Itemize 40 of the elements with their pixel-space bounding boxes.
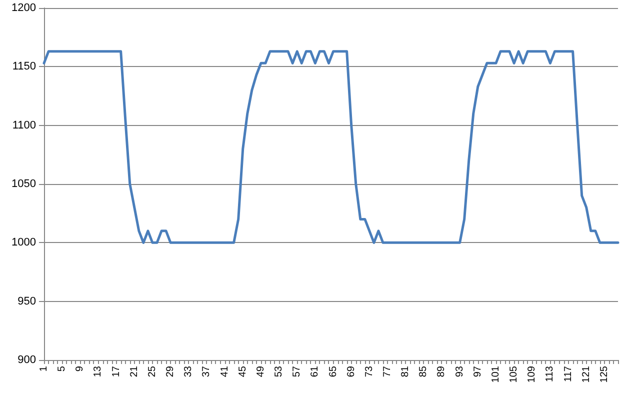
x-tick-label: 9 [74, 366, 86, 372]
y-tick-label: 950 [18, 295, 36, 308]
x-tick-label: 109 [526, 366, 538, 383]
line-series [42, 50, 620, 244]
y-tick-label: 1200 [12, 2, 36, 14]
x-tick-label: 97 [472, 366, 484, 378]
x-tick-label: 53 [274, 366, 285, 378]
x-tick-label: 61 [310, 366, 321, 378]
x-tick-label: 41 [219, 366, 230, 378]
x-tick-label: 121 [580, 366, 592, 383]
x-tick-label: 17 [110, 366, 122, 378]
x-tick-label: 33 [183, 366, 194, 378]
x-tick-label: 65 [328, 366, 339, 378]
x-tick-label: 37 [201, 366, 212, 378]
x-tick-label: 93 [454, 366, 466, 378]
x-tick-label: 29 [165, 366, 176, 378]
x-tick-label: 81 [400, 366, 412, 378]
x-tick-label: 45 [237, 366, 248, 378]
x-tick-label: 13 [92, 366, 104, 378]
x-tick-label: 73 [364, 366, 375, 378]
x-tick-label: 105 [508, 366, 520, 383]
y-tick-label: 1150 [12, 60, 36, 73]
x-tick-label: 49 [255, 366, 266, 378]
x-tick-label: 5 [56, 366, 68, 372]
y-tick-label: 1000 [12, 236, 36, 249]
y-tick-label: 1050 [12, 178, 36, 190]
x-tick-label: 101 [490, 366, 502, 383]
x-tick-label: 125 [598, 366, 610, 383]
x-tick-label: 77 [382, 366, 393, 378]
x-tick-label: 113 [544, 366, 556, 382]
y-tick-label: 900 [18, 354, 36, 366]
x-tick-label: 21 [128, 366, 140, 378]
x-tick-label: 69 [346, 366, 357, 378]
x-tick-label: 85 [418, 366, 430, 378]
x-tick-label: 89 [436, 366, 448, 378]
x-tick-label: 25 [146, 366, 158, 378]
x-tick-label: 1 [38, 366, 50, 372]
y-tick-label: 1100 [12, 119, 36, 132]
x-tick-label: 57 [292, 366, 303, 378]
x-tick-label: 117 [562, 366, 574, 382]
